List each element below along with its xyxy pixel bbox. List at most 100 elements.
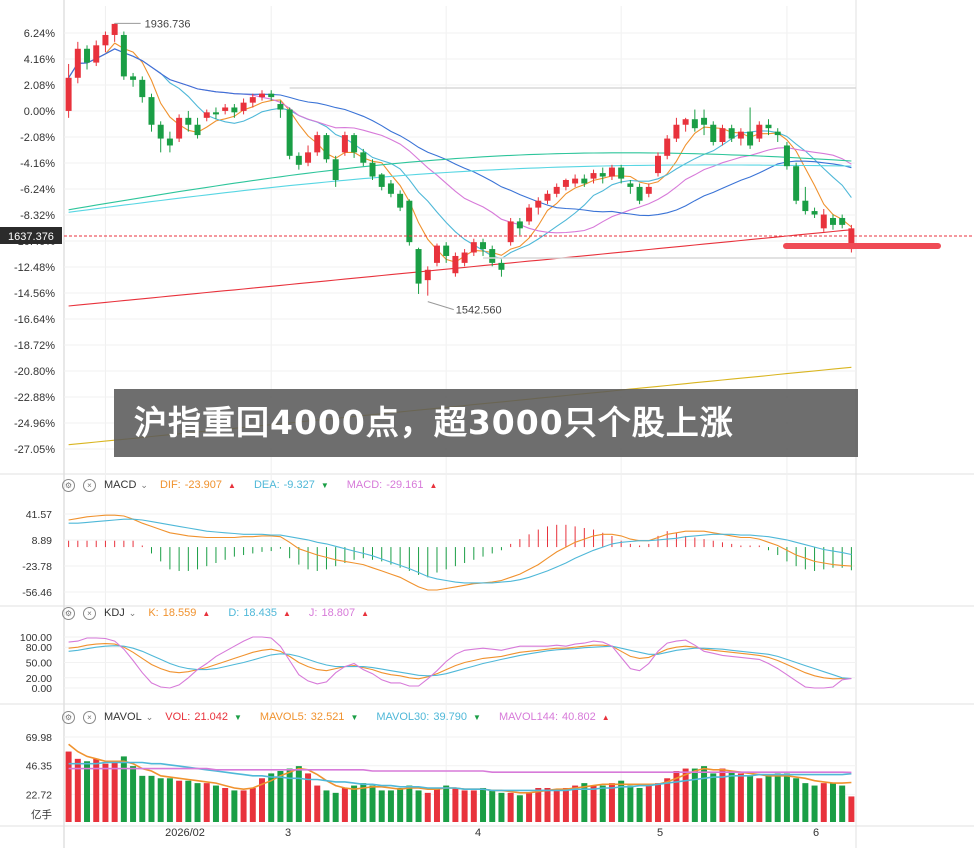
candle[interactable] (84, 45, 91, 70)
candle[interactable] (701, 109, 708, 136)
volume-bar (406, 785, 413, 822)
volume-bar (415, 790, 422, 822)
candle[interactable] (166, 131, 173, 153)
candle[interactable] (691, 109, 698, 132)
candle[interactable] (452, 252, 459, 277)
candle[interactable] (562, 178, 569, 191)
candle[interactable] (719, 124, 726, 146)
candle[interactable] (268, 90, 275, 101)
candle[interactable] (526, 204, 533, 225)
candle[interactable] (433, 243, 440, 267)
candle[interactable] (130, 72, 137, 87)
candle[interactable] (470, 238, 477, 256)
close-icon[interactable]: × (83, 478, 96, 492)
chevron-down-icon[interactable]: ⌄ (128, 607, 137, 618)
candle[interactable] (148, 93, 155, 132)
candle[interactable] (240, 98, 247, 115)
candle[interactable] (185, 110, 192, 132)
close-icon[interactable]: × (83, 710, 96, 724)
candle[interactable] (277, 100, 284, 118)
candle[interactable] (590, 169, 597, 184)
candle[interactable] (323, 133, 330, 163)
candle[interactable] (682, 117, 689, 132)
candle[interactable] (553, 183, 560, 198)
candle[interactable] (802, 186, 809, 215)
volume-bar (516, 795, 523, 822)
settings-icon[interactable]: ⚙ (62, 710, 75, 724)
candle[interactable] (820, 209, 827, 232)
settings-icon[interactable]: ⚙ (62, 606, 75, 620)
candle[interactable] (102, 31, 109, 53)
candle[interactable] (783, 142, 790, 170)
candle[interactable] (65, 63, 72, 118)
candle[interactable] (378, 173, 385, 191)
candle[interactable] (710, 121, 717, 146)
candle[interactable] (461, 249, 468, 267)
candle[interactable] (581, 174, 588, 187)
candle[interactable] (157, 121, 164, 153)
candle[interactable] (176, 114, 183, 143)
candle[interactable] (249, 93, 256, 108)
volume-bar (369, 785, 376, 822)
candle[interactable] (829, 214, 836, 230)
candle[interactable] (544, 190, 551, 205)
candle[interactable] (664, 135, 671, 160)
candle[interactable] (627, 179, 634, 194)
candle[interactable] (111, 23, 118, 42)
candle[interactable] (332, 155, 339, 187)
candle[interactable] (415, 247, 422, 294)
candle[interactable] (728, 124, 735, 143)
candle[interactable] (811, 207, 818, 218)
candle[interactable] (839, 214, 846, 229)
candle[interactable] (516, 217, 523, 236)
candle[interactable] (194, 117, 201, 139)
candle[interactable] (314, 131, 321, 156)
candle[interactable] (369, 159, 376, 180)
candle[interactable] (295, 152, 302, 170)
candle[interactable] (341, 131, 348, 156)
candle[interactable] (747, 107, 754, 149)
candle[interactable] (480, 238, 487, 256)
candle[interactable] (305, 145, 312, 167)
volume-bar (756, 778, 763, 822)
candle[interactable] (231, 104, 238, 118)
candle[interactable] (608, 164, 615, 180)
candle[interactable] (360, 148, 367, 167)
close-icon[interactable]: × (83, 606, 96, 620)
candle[interactable] (756, 121, 763, 143)
candle[interactable] (93, 40, 100, 67)
settings-icon[interactable]: ⚙ (62, 478, 75, 492)
candle[interactable] (387, 179, 394, 198)
candle[interactable] (507, 217, 514, 246)
candle[interactable] (406, 199, 413, 246)
candle[interactable] (139, 76, 146, 103)
candle[interactable] (498, 259, 505, 277)
candle[interactable] (397, 190, 404, 212)
candle[interactable] (765, 119, 772, 136)
candle[interactable] (74, 41, 81, 84)
candle[interactable] (286, 107, 293, 160)
candle[interactable] (203, 109, 210, 122)
candle[interactable] (636, 183, 643, 205)
candle[interactable] (655, 152, 661, 177)
candle[interactable] (645, 183, 652, 198)
chevron-down-icon[interactable]: ⌄ (140, 479, 148, 490)
candle[interactable] (793, 162, 800, 205)
candle[interactable] (212, 107, 219, 120)
chevron-down-icon[interactable]: ⌄ (145, 711, 154, 722)
candle[interactable] (259, 90, 265, 101)
candle[interactable] (737, 128, 744, 146)
candle[interactable] (424, 266, 431, 296)
candle[interactable] (120, 31, 127, 80)
candle[interactable] (443, 242, 450, 263)
candle[interactable] (489, 245, 496, 267)
candle[interactable] (222, 104, 229, 115)
candle[interactable] (535, 197, 542, 215)
candle[interactable] (673, 117, 680, 143)
candle[interactable] (774, 128, 781, 143)
candle[interactable] (572, 174, 579, 187)
candle[interactable] (618, 164, 625, 184)
candle[interactable] (599, 167, 606, 184)
candle[interactable] (351, 133, 358, 158)
